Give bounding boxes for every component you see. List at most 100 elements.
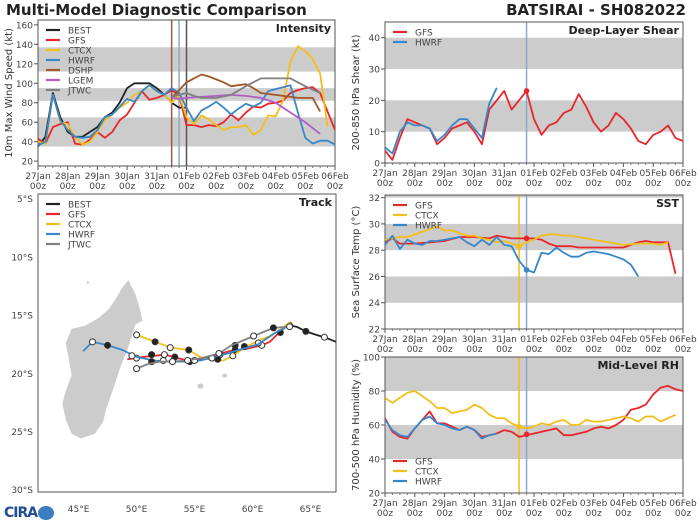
track-point — [286, 323, 294, 331]
storm-title: BATSIRAI - SH082022 — [506, 1, 686, 19]
x-tick-label: 00z — [238, 182, 254, 192]
y-tick-label: 30°S — [11, 486, 33, 496]
x-tick-label: 29Jan — [432, 335, 457, 345]
series-line-lgem — [171, 94, 321, 135]
x-tick-label: 27Jan — [372, 169, 397, 179]
y-tick-label: 30 — [369, 66, 381, 76]
legend-label: JTWC — [67, 241, 91, 251]
x-tick-label: 00z — [327, 182, 343, 192]
x-tick-label: 06Feb — [669, 169, 697, 179]
x-tick-label: 02Feb — [550, 335, 578, 345]
y-tick-label: 80 — [22, 99, 34, 109]
y-tick-label: 10°S — [11, 253, 33, 263]
track-point — [269, 324, 277, 332]
series-line-jtwc — [171, 77, 321, 99]
x-tick-label: 65°E — [300, 505, 322, 515]
comoros-island — [86, 280, 89, 284]
series-line-gfs — [385, 384, 683, 440]
track-point — [184, 356, 192, 364]
track-point — [185, 346, 193, 354]
x-tick-label: 00z — [60, 182, 76, 192]
x-tick-label: 04Feb — [610, 499, 638, 509]
track-point — [159, 356, 167, 364]
x-tick-label: 03Feb — [232, 172, 260, 182]
shaded-band — [385, 37, 683, 69]
chart-shear: 01020304027Jan00z28Jan00z29Jan00z30Jan00… — [351, 21, 697, 189]
x-tick-label: 00z — [119, 182, 135, 192]
y-tick-label: 0 — [374, 160, 380, 170]
series-line-gfs — [385, 234, 677, 275]
x-tick-label: 04Feb — [610, 169, 638, 179]
x-tick-label: 00z — [586, 179, 602, 189]
x-tick-label: 00z — [208, 182, 224, 192]
madagascar-landmass — [62, 280, 143, 439]
x-tick-label: 02Feb — [203, 172, 231, 182]
x-tick-label: 00z — [556, 179, 572, 189]
current-marker — [523, 88, 530, 94]
logo-text: CIRA — [4, 505, 38, 521]
panel-title: Intensity — [276, 22, 331, 35]
x-tick-label: 27Jan — [25, 172, 50, 182]
x-tick-label: 00z — [149, 182, 165, 192]
x-tick-label: 06Feb — [669, 499, 697, 509]
track-point — [148, 351, 156, 359]
x-tick-label: 29Jan — [85, 172, 110, 182]
track-point — [133, 365, 141, 373]
x-tick-label: 00z — [30, 182, 46, 192]
cira-logo: CIRA — [4, 505, 55, 521]
x-tick-label: 01Feb — [520, 169, 548, 179]
y-tick-label: 24 — [369, 299, 381, 309]
current-marker — [516, 423, 522, 430]
series-line-hwrf — [385, 234, 640, 277]
series-line-dshp — [171, 73, 321, 112]
x-tick-label: 31Jan — [144, 172, 169, 182]
x-tick-label: 30Jan — [462, 499, 487, 509]
x-tick-label: 29Jan — [432, 499, 457, 509]
y-tick-label: 100 — [363, 354, 380, 364]
x-tick-label: 05Feb — [640, 335, 668, 345]
x-tick-label: 28Jan — [55, 172, 80, 182]
x-tick-label: 01Feb — [520, 335, 548, 345]
x-tick-label: 00z — [556, 345, 572, 355]
series-line-gfs — [385, 90, 683, 161]
track-point — [215, 349, 223, 357]
legend-label: BEST — [68, 201, 92, 211]
x-tick-label: 30Jan — [462, 335, 487, 345]
panel-title: Deep-Layer Shear — [568, 24, 679, 37]
chart-rh: 2040608010027Jan00z28Jan00z29Jan00z30Jan… — [351, 354, 697, 520]
legend-label: GFS — [415, 458, 433, 468]
x-tick-label: 28Jan — [402, 335, 427, 345]
chart-track: 5°S 10°S 15°S 20°S 25°S 30°S 45°E 50°E 55°E 60°E 6… — [11, 193, 337, 515]
x-tick-label: 50°E — [126, 505, 148, 515]
shaded-band — [385, 357, 683, 391]
x-tick-label: 00z — [615, 345, 631, 355]
x-tick-label: 00z — [675, 345, 691, 355]
series-line-ctcx — [385, 390, 676, 430]
legend-label: GFS — [68, 211, 86, 221]
current-marker — [523, 267, 530, 273]
y-tick-label: 10 — [369, 128, 381, 138]
y-tick-label: 40 — [369, 456, 381, 466]
y-tick-label: 30 — [369, 220, 381, 230]
current-marker — [523, 431, 530, 438]
legend-label: HWRF — [415, 478, 442, 488]
track-point — [88, 338, 96, 346]
legend-label: CTCX — [415, 212, 439, 222]
x-tick-label: 28Jan — [402, 499, 427, 509]
x-tick-label: 45°E — [68, 505, 90, 515]
y-tick-label: 40 — [22, 138, 34, 148]
x-tick-label: 31Jan — [492, 169, 517, 179]
legend-label: GFS — [68, 37, 86, 47]
x-tick-label: 30Jan — [462, 169, 487, 179]
x-tick-label: 00z — [526, 509, 542, 519]
x-tick-label: 27Jan — [372, 335, 397, 345]
y-tick-label: 160 — [16, 21, 33, 31]
x-tick-label: 00z — [466, 179, 482, 189]
y-tick-label: 60 — [22, 119, 34, 129]
panel-title: SST — [656, 197, 679, 210]
track-point — [302, 327, 310, 335]
mauritius-island — [222, 373, 228, 378]
x-tick-label: 00z — [556, 509, 572, 519]
x-tick-label: 00z — [437, 345, 453, 355]
x-tick-label: 03Feb — [580, 499, 608, 509]
